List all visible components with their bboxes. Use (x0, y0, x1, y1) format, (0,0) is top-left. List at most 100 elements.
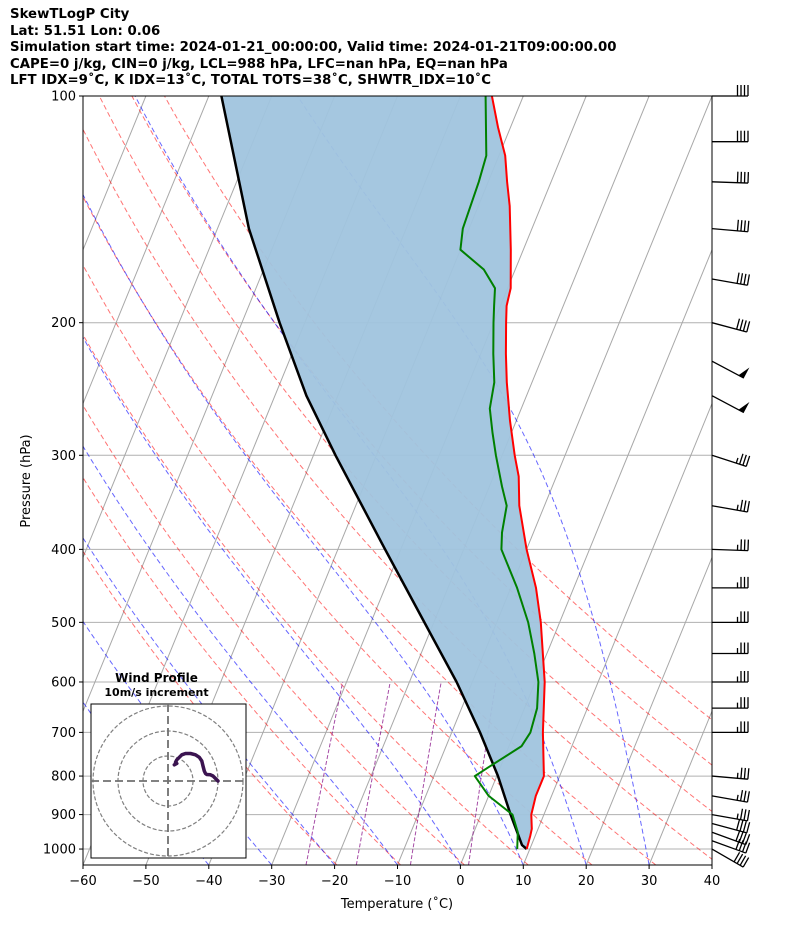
y-tick-label: 400 (51, 543, 76, 558)
wind-barb-flag (738, 401, 750, 413)
wind-barb-feather (735, 830, 741, 842)
hodograph-trace (172, 751, 220, 783)
wind-barb-feather (743, 790, 747, 802)
wind-barb-shaft (711, 813, 748, 822)
wind-barb (711, 171, 750, 184)
wind-barb-shaft (711, 848, 744, 868)
x-tick-label: 30 (641, 874, 658, 889)
time-line: Simulation start time: 2024-01-21_00:00:… (10, 40, 617, 56)
y-tick-label: 600 (51, 675, 76, 690)
mixing-ratio-line (305, 681, 344, 865)
y-tick-label: 1000 (43, 843, 76, 858)
wind-barb (712, 670, 749, 683)
wind-barb-feather (738, 831, 744, 843)
isotherm-line (775, 96, 794, 865)
y-tick-label: 900 (51, 808, 76, 823)
wind-barb (712, 611, 749, 624)
wind-barb-feather (733, 851, 741, 863)
dry-adiabat-line (131, 96, 712, 766)
isotherm-line (648, 709, 712, 865)
wind-barb-feather (743, 767, 746, 779)
wind-barb-shaft (711, 181, 749, 184)
x-tick-label: −20 (321, 874, 348, 889)
y-tick-label: 100 (51, 90, 76, 105)
wind-barb (711, 318, 751, 333)
y-tick-label: 700 (51, 726, 76, 741)
mixing-ratio-line (355, 681, 391, 865)
wind-barb-feather (743, 809, 747, 821)
chart-header: SkewTLogP City Lat: 51.51 Lon: 0.06 Simu… (10, 7, 617, 90)
wind-barb (711, 395, 750, 414)
wind-barb-flag (738, 367, 750, 379)
wind-barb-feather (745, 455, 751, 467)
x-tick-label: −10 (384, 874, 411, 889)
wind-barb-feather (746, 809, 751, 821)
dry-adiabat-line (83, 550, 338, 865)
wind-barb-feather (747, 220, 750, 232)
wind-barb-feather (740, 767, 743, 779)
wind-barb-feather (736, 853, 744, 864)
dry-adiabat-line (83, 476, 401, 865)
dry-adiabat-line (83, 333, 529, 865)
location-line: Lat: 51.51 Lon: 0.06 (10, 23, 161, 39)
isotherm-line (397, 96, 712, 865)
wind-barb (712, 85, 749, 97)
y-tick-label: 800 (51, 770, 76, 785)
moist-adiabat-line (83, 537, 335, 865)
wind-barb-feather (742, 454, 747, 466)
wind-barb-feather (742, 320, 747, 332)
wind-barb-shaft (711, 831, 747, 846)
wind-barb-half-feather (735, 457, 739, 464)
dewpoint-profile-line (459, 96, 540, 850)
dry-adiabat-line (83, 404, 465, 865)
wind-barb (711, 819, 751, 834)
wind-barb (711, 808, 751, 822)
y-tick-label: 300 (51, 449, 76, 464)
wind-barb-feather (739, 273, 744, 285)
x-tick-label: −40 (195, 874, 222, 889)
wind-barb (711, 499, 751, 513)
wind-barb (712, 130, 749, 143)
wind-barb (712, 721, 749, 734)
wind-barb (711, 453, 751, 468)
wind-barb (711, 848, 750, 868)
wind-barb (712, 576, 749, 589)
wind-barb (711, 360, 750, 379)
x-tick-label: 20 (578, 874, 595, 889)
wind-barb (711, 539, 750, 552)
wind-barb-feather (743, 500, 747, 512)
wind-barb-feather (746, 274, 751, 286)
wind-barb-feather (743, 220, 746, 232)
moist-adiabat-line (83, 620, 273, 865)
dry-adiabat-line (83, 195, 657, 865)
moist-adiabat-line (83, 193, 524, 865)
wind-barb-feather (743, 273, 747, 285)
x-tick-label: −30 (258, 874, 285, 889)
wind-barb-feather (739, 789, 744, 802)
y-axis-label: Pressure (hPa) (19, 434, 34, 527)
cape-line: CAPE=0 j/kg, CIN=0 j/kg, LCL=988 hPa, LF… (10, 56, 508, 72)
isotherm-line (83, 96, 84, 98)
wind-barb-feather (746, 321, 751, 333)
wind-barb-feather (739, 855, 747, 866)
dry-adiabat-line (164, 96, 712, 721)
wind-barb-feather (739, 499, 744, 511)
wind-barb-feather (736, 272, 740, 284)
isotherm-line (585, 556, 712, 865)
wind-barb (711, 767, 750, 780)
wind-barb (711, 830, 751, 846)
isotherm-line (711, 863, 712, 865)
wind-barb-shaft (711, 822, 747, 834)
wind-barb-feather (741, 832, 747, 844)
wind-barb-feather (746, 791, 751, 803)
moist-adiabat-line (83, 336, 461, 865)
wind-barb-shaft (711, 227, 748, 233)
x-tick-label: 40 (704, 874, 721, 889)
wind-barb-shaft (711, 454, 747, 468)
wind-barb-shaft (711, 548, 749, 552)
wind-barb-feather (742, 857, 750, 868)
wind-barb-feather (746, 501, 751, 513)
isotherm-line (83, 96, 210, 405)
wind-barb (712, 642, 749, 655)
